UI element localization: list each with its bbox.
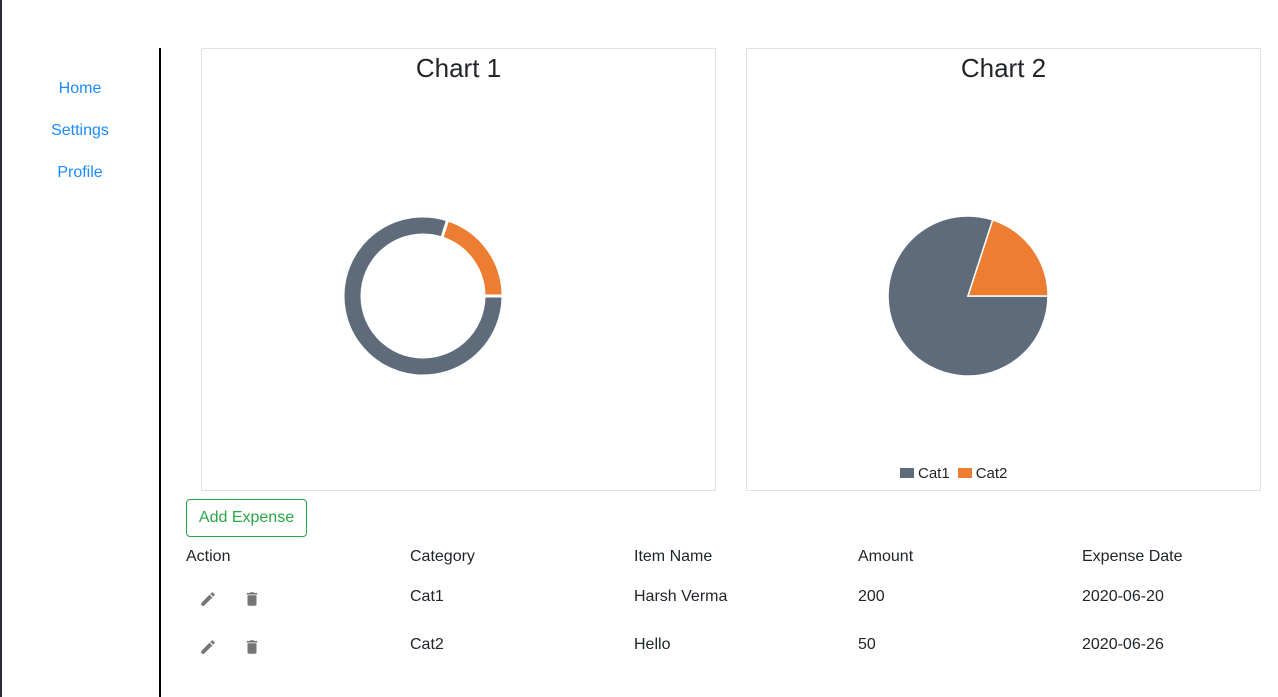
header-category: Category xyxy=(410,548,475,565)
chart-2-card: Chart 2 xyxy=(746,48,1261,491)
pencil-icon[interactable] xyxy=(199,638,217,656)
chart-1-svg xyxy=(341,214,505,378)
table-cell: 50 xyxy=(858,636,876,653)
chart-1-title: Chart 1 xyxy=(415,53,502,83)
slice-cat2[interactable] xyxy=(966,218,1049,297)
table-cell: Cat1 xyxy=(410,588,444,605)
legend-swatch xyxy=(900,468,914,478)
slice-cat1[interactable] xyxy=(341,214,505,378)
chart-1-card: Chart 1 xyxy=(201,48,716,491)
legend-label: Cat1 xyxy=(918,465,950,482)
table-cell: 2020-06-20 xyxy=(1082,588,1164,605)
trash-icon[interactable] xyxy=(243,590,261,608)
trash-icon[interactable] xyxy=(243,638,261,656)
add-expense-button[interactable]: Add Expense xyxy=(186,499,307,537)
header-expense-date: Expense Date xyxy=(1082,548,1183,565)
table-cell: Hello xyxy=(634,636,671,653)
nav-home[interactable]: Home xyxy=(58,80,102,97)
window-edge xyxy=(0,0,2,697)
table-cell: Harsh Verma xyxy=(634,588,728,605)
chart-2-legend: Cat1 Cat2 xyxy=(900,465,1007,482)
table-cell: 200 xyxy=(858,588,885,605)
sidebar-divider xyxy=(159,48,161,697)
legend-item-cat1[interactable]: Cat1 xyxy=(900,465,950,482)
legend-item-cat2[interactable]: Cat2 xyxy=(957,465,1008,482)
chart-2-title: Chart 2 xyxy=(960,53,1047,83)
legend-label: Cat2 xyxy=(975,465,1008,482)
legend-swatch xyxy=(957,468,972,478)
pencil-icon[interactable] xyxy=(199,590,217,608)
header-amount: Amount xyxy=(858,548,914,565)
slice-cat2[interactable] xyxy=(439,218,505,298)
nav-settings[interactable]: Settings xyxy=(51,122,109,139)
nav-profile[interactable]: Profile xyxy=(57,164,103,181)
table-cell: Cat2 xyxy=(410,636,444,653)
table-cell: 2020-06-26 xyxy=(1082,636,1164,653)
chart-2-svg xyxy=(887,215,1049,377)
header-action: Action xyxy=(186,548,231,565)
header-item-name: Item Name xyxy=(634,548,713,565)
